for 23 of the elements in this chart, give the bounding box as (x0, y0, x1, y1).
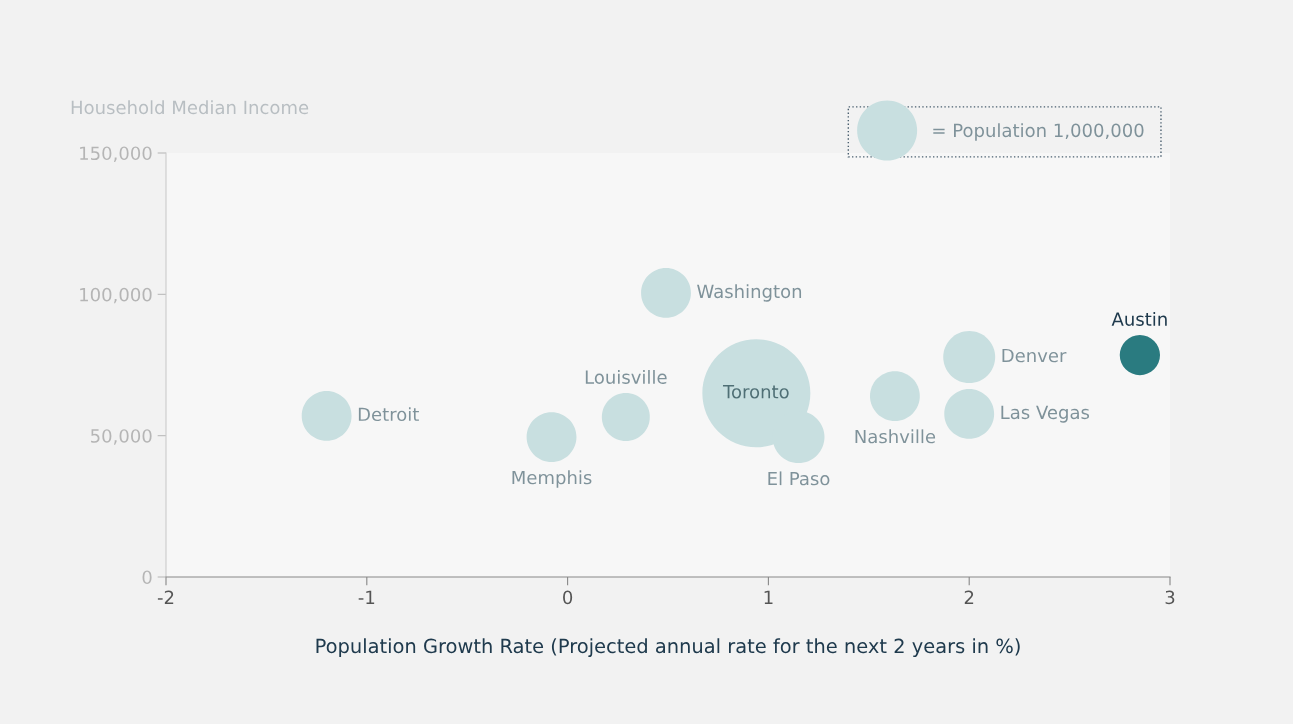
series-label: Washington (697, 284, 802, 302)
x-tick-label: 1 (764, 590, 773, 604)
y-tick-label: 50,000 (91, 429, 152, 445)
y-tick-label: 0 (142, 570, 152, 585)
series-label: Toronto (722, 385, 789, 399)
series-label: Detroit (358, 407, 419, 422)
series-label: El Paso (768, 471, 830, 486)
x-tick-label: 2 (964, 590, 974, 604)
series-label: Austin (1111, 311, 1167, 326)
legend-label: = Population 1,000,000 (933, 123, 1144, 141)
x-tick-label: -2 (157, 590, 174, 604)
x-tick-label: 0 (563, 590, 573, 605)
x-axis-title: Population Growth Rate (Projected annual rate for the next 2 years in %) (316, 638, 1020, 658)
x-tick-label: -1 (358, 590, 375, 604)
series-label: Nashville (855, 429, 936, 444)
series-label: Louisville (585, 369, 667, 384)
y-tick-label: 150,000 (80, 146, 152, 162)
series-label: Memphis (512, 470, 592, 488)
series-label: Las Vegas (1001, 405, 1090, 423)
x-tick-label: 3 (1165, 590, 1175, 605)
series-label: Denver (1002, 348, 1067, 363)
y-axis-title: Household Median Income (71, 100, 309, 115)
y-tick-label: 100,000 (80, 287, 152, 304)
